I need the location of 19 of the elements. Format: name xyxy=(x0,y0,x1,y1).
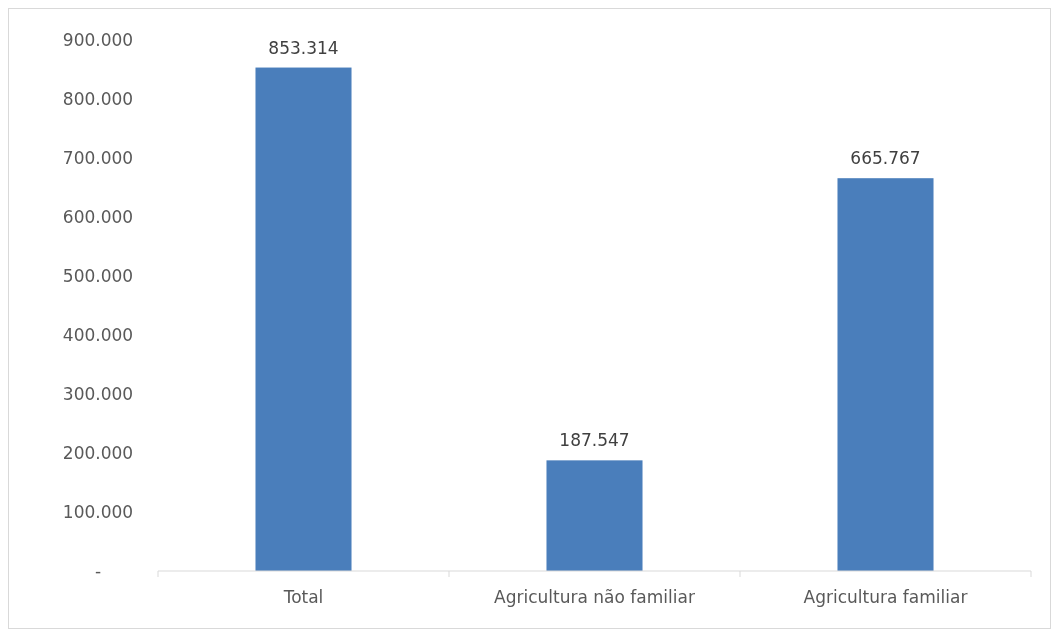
y-tick-label: 700.000 xyxy=(62,147,134,168)
y-tick-label: - xyxy=(94,560,102,581)
bar xyxy=(546,460,643,571)
y-tick-label: 300.000 xyxy=(62,383,134,404)
data-label: 187.547 xyxy=(559,430,630,451)
bar xyxy=(255,67,352,571)
y-tick-label: 400.000 xyxy=(62,324,134,345)
x-tick-label: Agricultura não familiar xyxy=(494,587,695,607)
bar xyxy=(837,178,934,571)
y-tick-label: 800.000 xyxy=(62,88,134,109)
data-label: 853.314 xyxy=(268,37,339,58)
y-tick-label: 900.000 xyxy=(62,29,134,50)
x-tick-label: Agricultura familiar xyxy=(803,587,968,607)
data-label: 665.767 xyxy=(850,148,921,169)
y-tick-label: 500.000 xyxy=(62,265,134,286)
x-tick-label: Total xyxy=(282,587,324,607)
y-tick-label: 200.000 xyxy=(62,442,134,463)
y-tick-label: 100.000 xyxy=(62,501,134,522)
y-tick-label: 600.000 xyxy=(62,206,134,227)
